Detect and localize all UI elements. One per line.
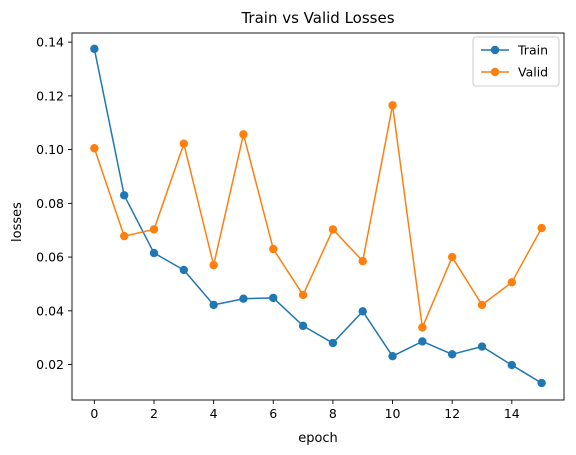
valid-point <box>298 290 308 300</box>
valid-point <box>388 101 397 110</box>
x-tick-label: 4 <box>210 406 218 421</box>
legend-valid-label: Valid <box>518 65 548 80</box>
x-tick-label: 2 <box>150 406 158 421</box>
plot-area <box>71 32 565 401</box>
valid-point <box>209 260 218 270</box>
axes-frame <box>71 32 565 401</box>
valid-point <box>447 252 457 262</box>
y-tick-label: 0.04 <box>36 303 64 318</box>
y-tick-label: 0.12 <box>36 88 64 103</box>
valid-point <box>507 278 517 287</box>
train-point <box>269 293 278 303</box>
x-tick-label: 8 <box>329 406 337 421</box>
x-axis: 0 2 4 6 8 10 12 14 <box>90 400 520 421</box>
train-point <box>209 300 218 310</box>
valid-point <box>149 225 159 234</box>
valid-point <box>239 130 248 139</box>
train-point <box>298 321 308 331</box>
train-point <box>477 342 487 351</box>
train-point <box>537 378 546 388</box>
valid-point <box>179 139 189 148</box>
y-tick-label: 0.06 <box>36 250 64 265</box>
y-tick-label: 0.14 <box>36 35 64 50</box>
series-layer <box>90 44 546 388</box>
legend-valid-marker <box>490 67 500 77</box>
valid-point <box>119 231 129 241</box>
legend: Train Valid <box>472 36 560 87</box>
train-point <box>447 350 457 359</box>
train-point <box>239 294 248 303</box>
x-axis-label: epoch <box>298 431 338 446</box>
valid-series-line <box>93 104 543 329</box>
chart-title: Train vs Valid Losses <box>240 9 394 27</box>
y-axis-label: losses <box>10 202 25 242</box>
x-tick-label: 14 <box>504 406 520 421</box>
x-tick-label: 6 <box>269 406 277 421</box>
y-tick-label: 0.08 <box>36 196 64 211</box>
legend-train-label: Train <box>517 43 548 58</box>
valid-point <box>477 300 487 310</box>
train-point <box>119 191 129 200</box>
train-series-line <box>93 48 543 384</box>
y-tick-label: 0.10 <box>36 142 64 157</box>
valid-point <box>358 256 367 266</box>
x-tick-label: 10 <box>385 406 401 421</box>
train-point <box>328 338 338 348</box>
x-tick-label: 12 <box>444 406 460 421</box>
train-point <box>418 337 427 346</box>
train-point <box>179 265 189 275</box>
valid-point <box>328 225 338 234</box>
train-point <box>90 44 99 54</box>
y-tick-label: 0.02 <box>36 357 64 372</box>
train-point <box>507 360 517 370</box>
x-tick-label: 0 <box>90 406 98 421</box>
train-point <box>149 248 159 258</box>
train-point <box>388 352 397 361</box>
legend-train-marker <box>490 45 500 55</box>
train-point <box>358 307 367 316</box>
valid-point <box>418 323 427 332</box>
y-axis: 0.02 0.04 0.06 0.08 0.10 0.12 0.14 <box>36 35 72 372</box>
valid-point <box>537 223 546 233</box>
legend-items: Train Valid <box>481 43 548 80</box>
valid-point <box>269 244 278 254</box>
valid-point <box>90 144 99 153</box>
